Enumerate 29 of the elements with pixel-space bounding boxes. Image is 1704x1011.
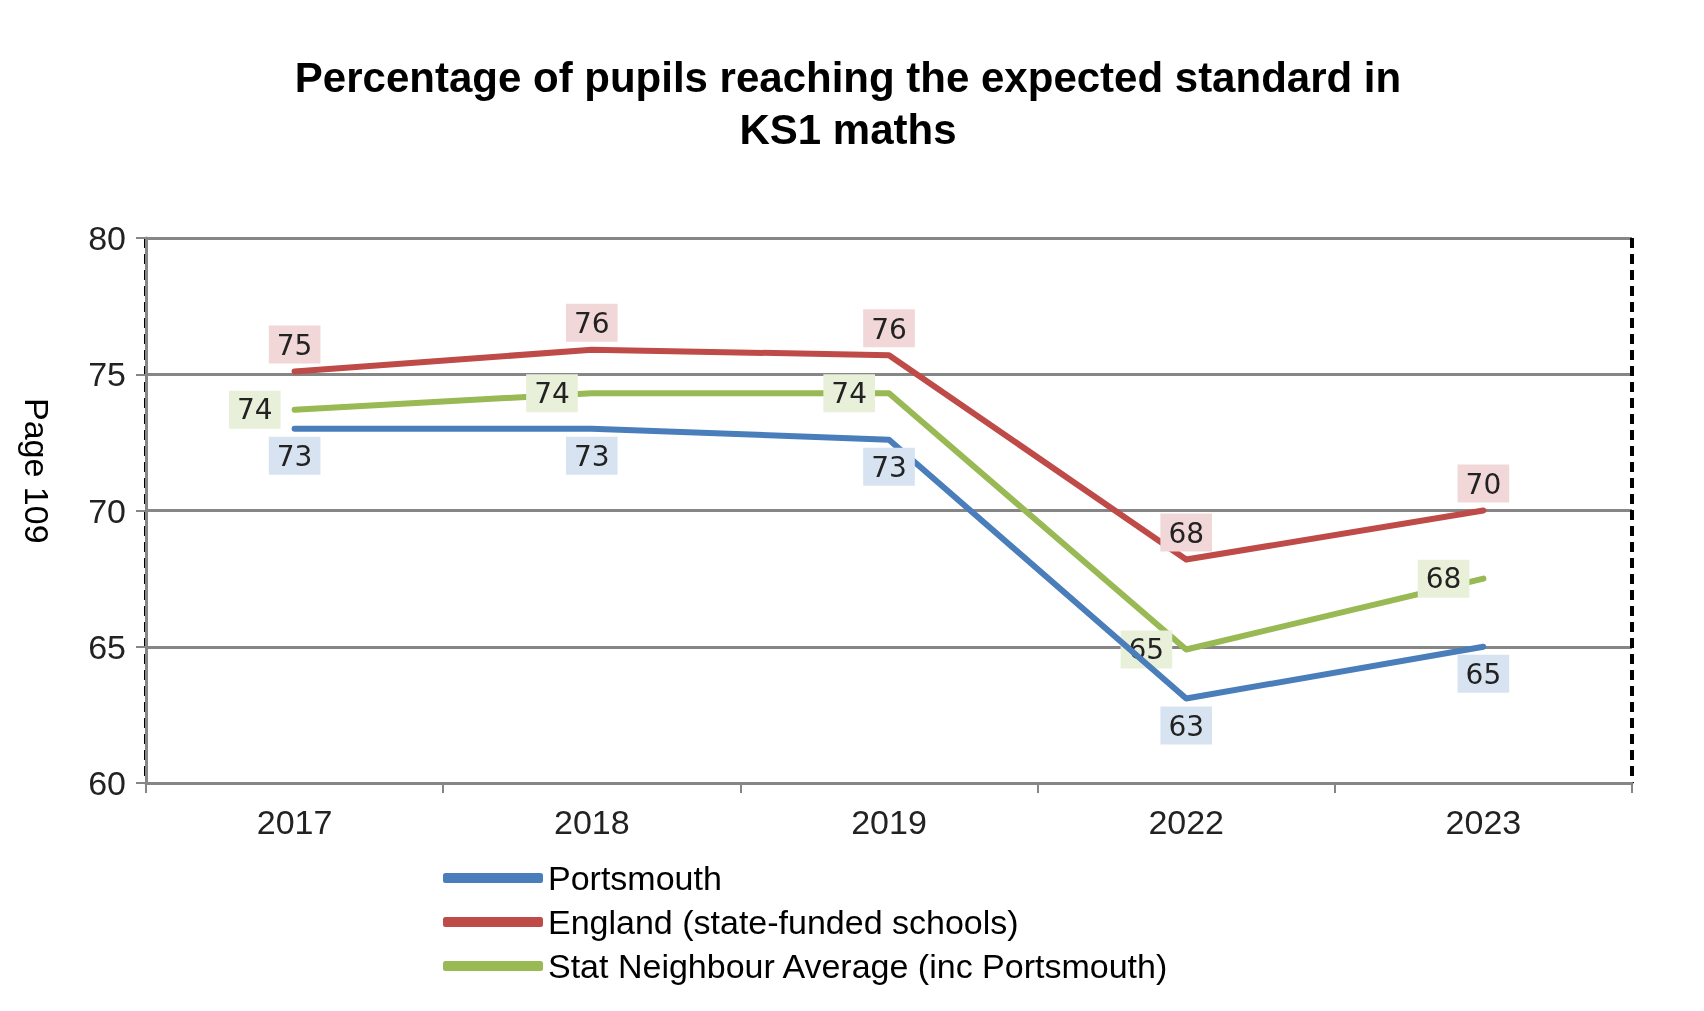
data-label: 73 <box>871 451 907 485</box>
data-label: 76 <box>871 312 907 346</box>
legend-label: Portsmouth <box>548 859 722 897</box>
data-label: 73 <box>276 440 313 474</box>
x-tick-label: 2018 <box>553 803 630 841</box>
data-label: 74 <box>534 376 570 410</box>
x-tick-label: 2023 <box>1445 803 1522 841</box>
y-tick-label: 65 <box>88 627 126 666</box>
legend-label: England (state-funded schools) <box>548 903 1019 941</box>
x-tick-label: 2022 <box>1148 803 1225 841</box>
data-label: 73 <box>573 440 610 474</box>
data-label: 76 <box>573 307 610 341</box>
data-label: 63 <box>1168 710 1205 744</box>
data-label: 74 <box>831 376 867 410</box>
text: Page 109 <box>18 398 56 544</box>
y-tick-label: 80 <box>88 219 126 257</box>
x-tick-label: 2017 <box>256 803 333 841</box>
legend-label: Stat Neighbour Average (inc Portsmouth) <box>548 947 1168 985</box>
y-tick-label: 70 <box>88 491 126 530</box>
y-tick-label: 75 <box>88 355 126 394</box>
data-label: 65 <box>1465 658 1502 692</box>
x-tick-label: 2019 <box>851 803 927 841</box>
data-label: 68 <box>1425 562 1462 596</box>
data-label: 68 <box>1168 517 1205 551</box>
data-label: 75 <box>276 329 313 363</box>
data-label: 74 <box>236 393 273 427</box>
data-label: 70 <box>1465 468 1502 501</box>
y-tick-label: 60 <box>88 764 126 802</box>
chart-title: Percentage of pupils reaching the expected standard in KS1 maths <box>294 53 1402 153</box>
